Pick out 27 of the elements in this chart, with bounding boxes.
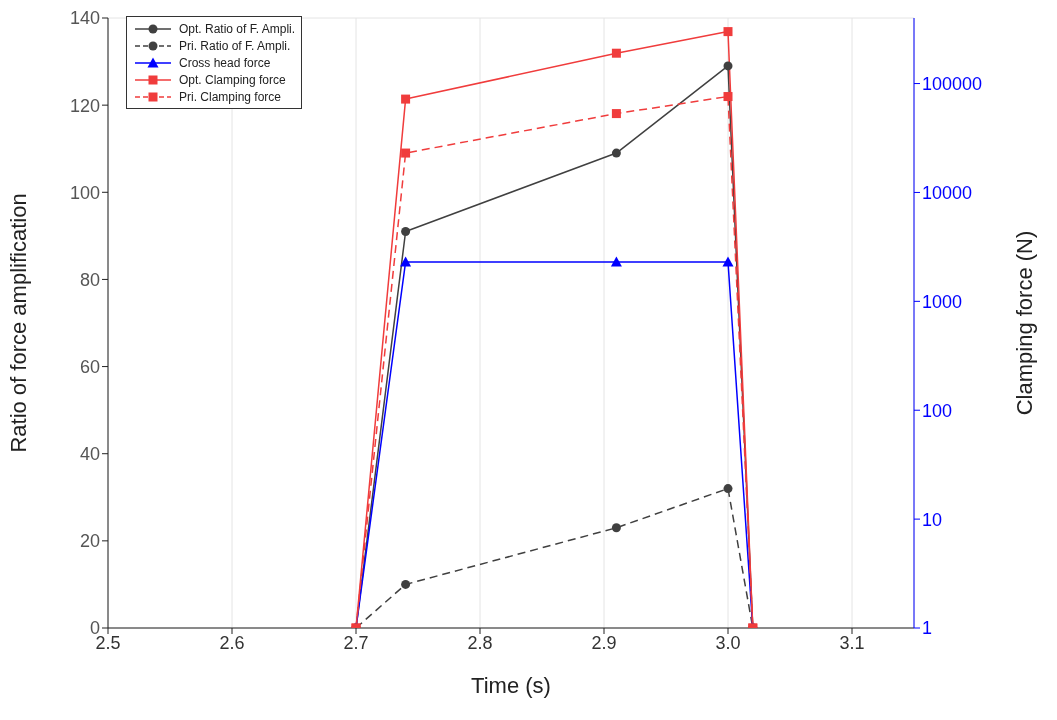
legend-label: Cross head force (179, 55, 271, 70)
y-axis-title: Ratio of force amplification (5, 193, 31, 453)
legend-label: Pri. Clamping force (179, 89, 282, 104)
y-tick-label: 80 (79, 269, 100, 290)
x-tick-label: 2.6 (219, 632, 245, 653)
y2-tick-label: 100 (922, 400, 953, 421)
y-tick-label: 120 (69, 95, 100, 116)
x-tick-label: 3.0 (715, 632, 741, 653)
y-tick-label: 40 (79, 444, 100, 465)
y2-axis-title: Clamping force (N) (1011, 230, 1037, 416)
x-tick-label: 2.9 (591, 632, 617, 653)
y2-tick-label: 1 (922, 618, 933, 639)
y-tick-label: 20 (79, 531, 100, 552)
legend-label: Opt. Clamping force (179, 72, 286, 87)
x-axis-title: Time (s) (471, 673, 551, 698)
x-tick-label: 2.8 (467, 632, 493, 653)
y2-tick-label: 10 (922, 509, 943, 530)
y2-tick-label: 1000 (922, 291, 963, 312)
x-tick-label: 3.1 (839, 632, 865, 653)
legend-label: Pri. Ratio of F. Ampli. (179, 38, 291, 53)
y-tick-label: 140 (69, 8, 100, 29)
legend-label: Opt. Ratio of F. Ampli. (179, 21, 296, 36)
y2-tick-label: 10000 (922, 182, 973, 203)
y-tick-label: 100 (69, 182, 100, 203)
x-tick-label: 2.7 (343, 632, 369, 653)
y-tick-label: 60 (79, 356, 100, 377)
y2-tick-label: 100000 (922, 73, 983, 94)
